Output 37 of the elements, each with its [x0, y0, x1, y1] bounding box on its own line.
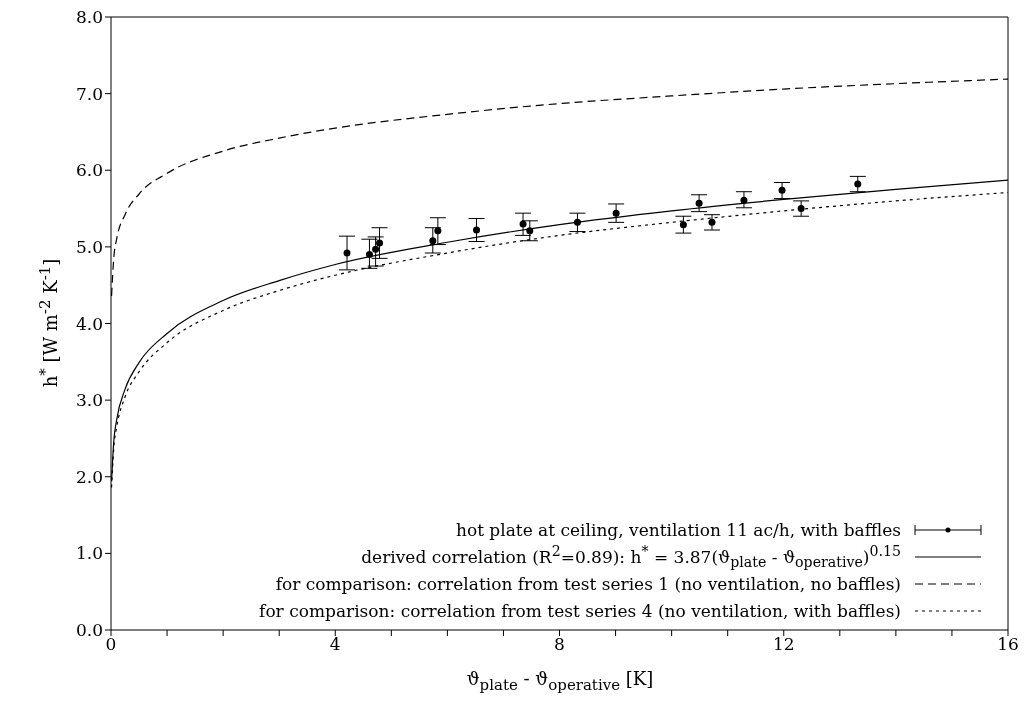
- point: [365, 251, 373, 259]
- point: [612, 209, 620, 217]
- y-tick-label: 0.0: [75, 620, 103, 641]
- y-tick-label: 3.0: [75, 390, 103, 411]
- point: [434, 227, 442, 235]
- point: [372, 245, 380, 253]
- point: [679, 221, 687, 229]
- point: [854, 180, 862, 188]
- point: [429, 237, 437, 245]
- point: [797, 205, 805, 213]
- point: [343, 249, 351, 257]
- y-tick-label: 1.0: [75, 543, 103, 564]
- x-tick-label: 12: [772, 634, 795, 655]
- x-axis-title: ϑ$_{plate}$ - ϑ$_{operative}$ [K]: [465, 668, 655, 694]
- y-tick-label: 8.0: [75, 7, 103, 28]
- y-tick-label: 6.0: [75, 160, 103, 181]
- point: [519, 220, 527, 228]
- x-tick-label: 8: [554, 634, 565, 655]
- point: [778, 186, 786, 194]
- point: [695, 199, 703, 207]
- point: [573, 218, 581, 226]
- point: [708, 218, 716, 226]
- y-tick-label: 7.0: [75, 83, 103, 104]
- x-tick-label: 4: [329, 634, 341, 655]
- y-tick-label: 2.0: [75, 466, 103, 487]
- point: [526, 227, 534, 235]
- legend-label: hot plate at ceiling, ventilation 11 ac/h, with baffles: [455, 519, 901, 540]
- x-tick-label: 0: [105, 634, 117, 655]
- legend-label: for comparison: correlation from test series 4 (no ventilation, with baffles): [259, 600, 901, 621]
- legend-label: for comparison: correlation from test series 1 (no ventilation, no baffles): [275, 573, 901, 594]
- y-tick-label: 5.0: [75, 236, 103, 257]
- point: [473, 226, 481, 234]
- text: derived correlation (R$^{2}$=0.89): h$^{*}$ = 3.87(ϑ$_{plate}$ - ϑ$_{operative}$)$^{0.15}$: [361, 542, 901, 571]
- x-tick-label: 16: [997, 634, 1019, 655]
- point: [740, 196, 748, 204]
- y-tick-label: 4.0: [75, 313, 103, 334]
- point: [376, 239, 384, 247]
